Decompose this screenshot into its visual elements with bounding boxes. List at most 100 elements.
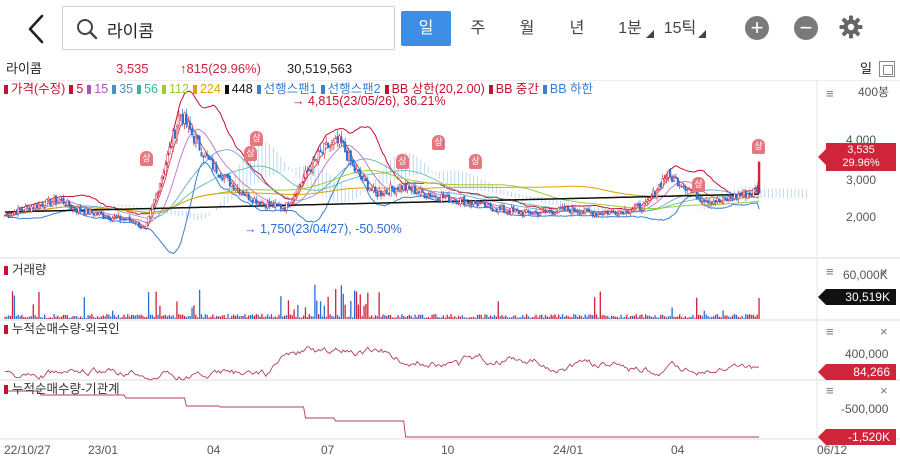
legend-swatch — [137, 85, 142, 94]
legend-item: BB 상한(20,2.00) — [384, 80, 485, 98]
volume-pane-title-text: 거래량 — [12, 263, 47, 277]
price-candles — [3, 108, 761, 230]
legend-label: 선행스팬2 — [327, 82, 381, 96]
tab-month[interactable]: 월 — [519, 20, 535, 37]
institution-pane-close-icon[interactable]: × — [880, 383, 888, 398]
search-icon — [75, 17, 99, 41]
legend-item: BB 중간 — [488, 80, 539, 98]
minute-dropdown[interactable]: 1분 — [612, 11, 654, 46]
low-annotation: → 1,750(23/04/27), -50.50% — [244, 222, 402, 236]
bars-count-label: 400봉 — [858, 85, 889, 99]
legend-item: 선행스팬2 — [320, 80, 381, 98]
legend-label: 56 — [144, 82, 158, 96]
volume-pane-close-icon[interactable]: × — [880, 264, 888, 279]
tab-year[interactable]: 년 — [569, 20, 585, 37]
fit-screen-icon[interactable] — [879, 61, 895, 77]
legend-label: 448 — [231, 82, 253, 96]
tick-dropdown[interactable]: 15틱 — [660, 11, 706, 46]
legend-label: 5 — [76, 82, 84, 96]
volume-pane-menu-icon[interactable]: ≡ — [826, 264, 834, 279]
legend-label: 112 — [169, 82, 189, 96]
x-axis-label: 06/12 — [817, 443, 848, 457]
zoom-out-icon[interactable]: − — [794, 16, 818, 40]
stock-price: 3,535 — [116, 61, 149, 76]
limit-up-badge: 상 — [469, 154, 482, 169]
legend-label: 선행스팬1 — [263, 82, 317, 96]
legend-swatch — [87, 85, 92, 94]
legend-label: BB 하한 — [549, 82, 594, 96]
price-tick-2000: 2,000 — [846, 210, 876, 224]
legend-swatch — [162, 85, 166, 94]
foreign-net-buy-line — [4, 346, 760, 381]
foreign-pane-title-text: 누적순매수량-외국인 — [12, 322, 120, 336]
legend-swatch — [112, 85, 117, 94]
limit-up-badge: 상 — [250, 131, 263, 146]
legend-swatch — [320, 85, 325, 94]
foreign-pane-close-icon[interactable]: × — [880, 324, 888, 339]
current-price-value: 3,535 — [847, 144, 875, 156]
back-arrow-icon[interactable] — [22, 12, 52, 46]
legend-label: 가격(수정) — [11, 82, 66, 96]
x-axis-label: 07 — [321, 443, 335, 457]
legend-swatch — [488, 85, 493, 94]
foreign-pane-title: 누적순매수량-외국인 — [4, 321, 120, 337]
zoom-in-icon[interactable]: + — [745, 16, 769, 40]
ma448-line — [4, 193, 760, 213]
limit-up-badge: 상 — [244, 146, 257, 161]
current-institution-tag: -1,520K — [818, 429, 896, 445]
top-bar: 일 주 월 년 1분 15틱 + − — [0, 0, 900, 58]
gear-icon[interactable] — [838, 14, 864, 40]
legend-item: 448 — [224, 80, 253, 98]
price-tick-3000: 3,000 — [846, 173, 876, 187]
current-change-value: 29.96% — [842, 157, 880, 169]
institution-pane-title: 누적순매수량-기관계 — [4, 381, 120, 397]
legend-item: 가격(수정) — [4, 80, 65, 98]
price-pane-menu-icon[interactable]: ≡ — [826, 86, 834, 101]
search-box[interactable] — [62, 6, 395, 50]
legend-item: 224 — [192, 80, 221, 98]
legend-swatch — [384, 85, 389, 94]
institution-tick: -500,000 — [841, 402, 889, 416]
stock-info-row: 라이콤 3,535 ↑815(29.96%) 30,519,563 일 — [0, 58, 900, 80]
legend-item: BB 하한 — [542, 80, 594, 98]
legend-label: 35 — [119, 82, 134, 96]
legend-item: 35 — [112, 80, 133, 98]
legend-label: 15 — [94, 82, 109, 96]
current-price-tag: 3,535 29.96% — [818, 143, 896, 171]
legend-swatch — [542, 85, 547, 94]
high-annotation: → 4,815(23/05/26), 36.21% — [292, 94, 446, 108]
bb-lower-line — [4, 161, 760, 255]
current-volume-tag: 30,519K — [818, 289, 896, 305]
x-axis-label: 23/01 — [88, 443, 119, 457]
legend-swatch — [4, 85, 8, 94]
foreign-pane-menu-icon[interactable]: ≡ — [826, 324, 834, 339]
volume-bars — [4, 284, 760, 319]
volume-pane-title: 거래량 — [4, 262, 47, 278]
ma35-line — [4, 149, 760, 219]
x-axis-label: 22/10/27 — [4, 443, 51, 457]
tab-day[interactable]: 일 — [401, 11, 451, 46]
indicator-legend: 가격(수정) 5 15 35 56 112 224 448 선행스팬1 선행스팬2 BB 상한(20… — [4, 80, 816, 98]
period-indicator: 일 — [860, 61, 872, 76]
stock-chart[interactable]: 400봉 4,000 3,000 2,000 60,000K 400,000 -… — [0, 80, 900, 461]
foreign-tick: 400,000 — [845, 347, 889, 361]
legend-item: 15 — [87, 80, 108, 98]
tab-week[interactable]: 주 — [470, 20, 486, 37]
limit-up-badge: 상 — [432, 135, 445, 150]
search-input[interactable] — [107, 15, 377, 43]
ma224-line — [4, 185, 760, 217]
current-foreign-tag: 84,266 — [818, 364, 896, 380]
legend-label: BB 중간 — [495, 82, 539, 96]
institution-net-buy-line — [4, 390, 760, 438]
stock-volume: 30,519,563 — [287, 61, 353, 76]
limit-up-badge: 상 — [692, 177, 705, 192]
legend-item: 5 — [69, 80, 83, 98]
limit-up-badge: 상 — [396, 154, 409, 169]
stock-change: ↑815(29.96%) — [180, 61, 261, 76]
x-axis-label: 04 — [671, 443, 685, 457]
legend-item: 112 — [162, 80, 189, 98]
legend-swatch — [69, 85, 74, 94]
limit-up-badge: 상 — [752, 139, 765, 154]
institution-pane-menu-icon[interactable]: ≡ — [826, 383, 834, 398]
institution-pane-title-text: 누적순매수량-기관계 — [12, 382, 120, 396]
